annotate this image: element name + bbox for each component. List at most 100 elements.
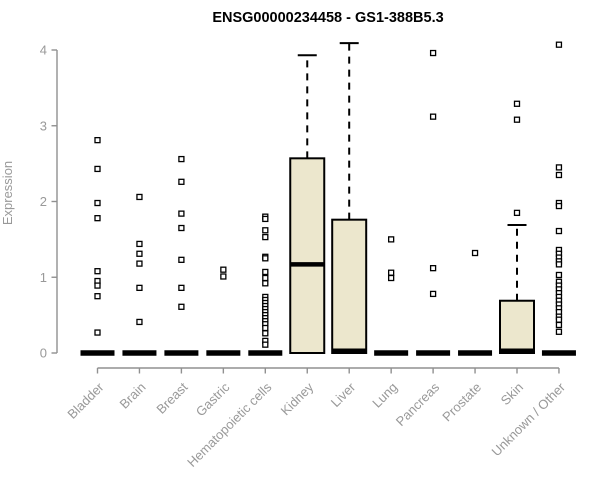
outlier-point [136,260,143,267]
y-axis-tick-label: 0 [40,346,47,361]
x-axis-label-pancreas: Pancreas [393,379,443,429]
outlier-point [94,293,101,300]
outlier-point [262,233,269,241]
zero-bar [416,350,451,356]
outlier-point [178,224,185,232]
zero-bar [80,350,115,356]
zero-bar [458,350,493,356]
outlier-point [555,164,563,171]
outlier-point [178,155,185,163]
outlier-point [262,341,269,348]
x-axis-label-prostate: Prostate [439,380,484,425]
outlier-point [136,284,143,292]
y-axis-tick-label: 4 [40,43,47,58]
outlier-point [555,271,563,279]
outlier-point [513,100,521,107]
outlier-point [555,321,563,329]
outlier-point [262,215,269,223]
boxplot-category-bladder [80,136,115,356]
zero-bar [374,350,409,356]
box [499,299,535,355]
outlier-point [178,210,185,217]
outlier-point [387,236,395,243]
zero-bar [206,350,241,356]
outlier-point [262,227,269,234]
outlier-point [429,49,437,57]
outlier-point [94,199,101,207]
outlier-point [220,273,227,280]
y-axis: 0 1 2 3 4 [40,43,58,361]
median-line [332,348,367,354]
x-axis-label-liver: Liver [328,379,359,410]
outlier-point [429,265,437,272]
outlier-point [555,227,563,235]
outlier-point [262,280,269,287]
y-axis-tick-label: 1 [40,270,47,285]
outlier-point [387,269,395,276]
y-axis-tick-label: 2 [40,194,47,209]
outlier-point [262,324,269,332]
outlier-point [178,303,185,310]
outlier-point [262,274,269,282]
outlier-point [178,256,185,263]
plot-area [80,41,576,356]
y-axis-label: Expression [0,161,15,225]
outlier-point [429,290,437,298]
outlier-point [262,268,269,276]
boxplot-category-hematopoietic-cells [248,213,283,356]
x-axis-label-bladder: Bladder [64,379,107,422]
x-axis-label-unknown-other: Unknown / Other [488,379,568,459]
box [289,157,326,354]
boxplot-category-breast [164,155,199,356]
median-line [500,348,534,354]
outlier-point [136,318,143,326]
outlier-point [387,274,395,282]
outlier-point [555,41,563,48]
outlier-point [94,215,101,222]
outlier-point [262,255,269,262]
boxplot-category-pancreas [416,49,451,356]
boxplot-category-liver [331,42,368,354]
outlier-point [220,266,227,273]
outlier-point [136,193,143,201]
outlier-point [262,330,269,337]
chart-title: ENSG00000234458 - GS1-388B5.3 [212,10,443,26]
outlier-point [136,250,143,257]
outlier-point [429,113,437,120]
outlier-point [513,209,521,217]
zero-bar [541,350,576,356]
y-axis-tick-label: 3 [40,118,47,133]
zero-bar [122,350,157,356]
x-axis-label-kidney: Kidney [278,379,317,418]
boxplot-category-gastric [206,266,241,356]
outlier-point [178,178,185,185]
boxplot-category-unknown-other [541,41,576,356]
outlier-point [94,268,101,275]
outlier-point [94,282,101,289]
outlier-point [555,261,563,268]
boxplot-category-brain [122,193,157,356]
outlier-point [94,165,101,173]
x-axis-label-brain: Brain [116,380,148,412]
outlier-point [178,284,185,292]
outlier-point [136,240,143,248]
boxplot-category-kidney [289,54,326,354]
outlier-point [555,202,563,210]
boxplot-category-skin [499,100,535,355]
zero-bar [164,350,199,356]
outlier-point [94,136,101,144]
outlier-point [94,329,101,336]
outlier-point [555,328,563,335]
outlier-point [555,316,563,323]
x-axis-label-breast: Breast [153,379,190,416]
outlier-point [513,116,521,123]
x-axis-label-skin: Skin [498,380,526,408]
boxplot-category-lung [374,236,409,356]
x-axis-label-gastric: Gastric [193,379,233,419]
x-axis-label-lung: Lung [369,380,400,411]
zero-bar [248,350,283,356]
box [331,218,368,354]
